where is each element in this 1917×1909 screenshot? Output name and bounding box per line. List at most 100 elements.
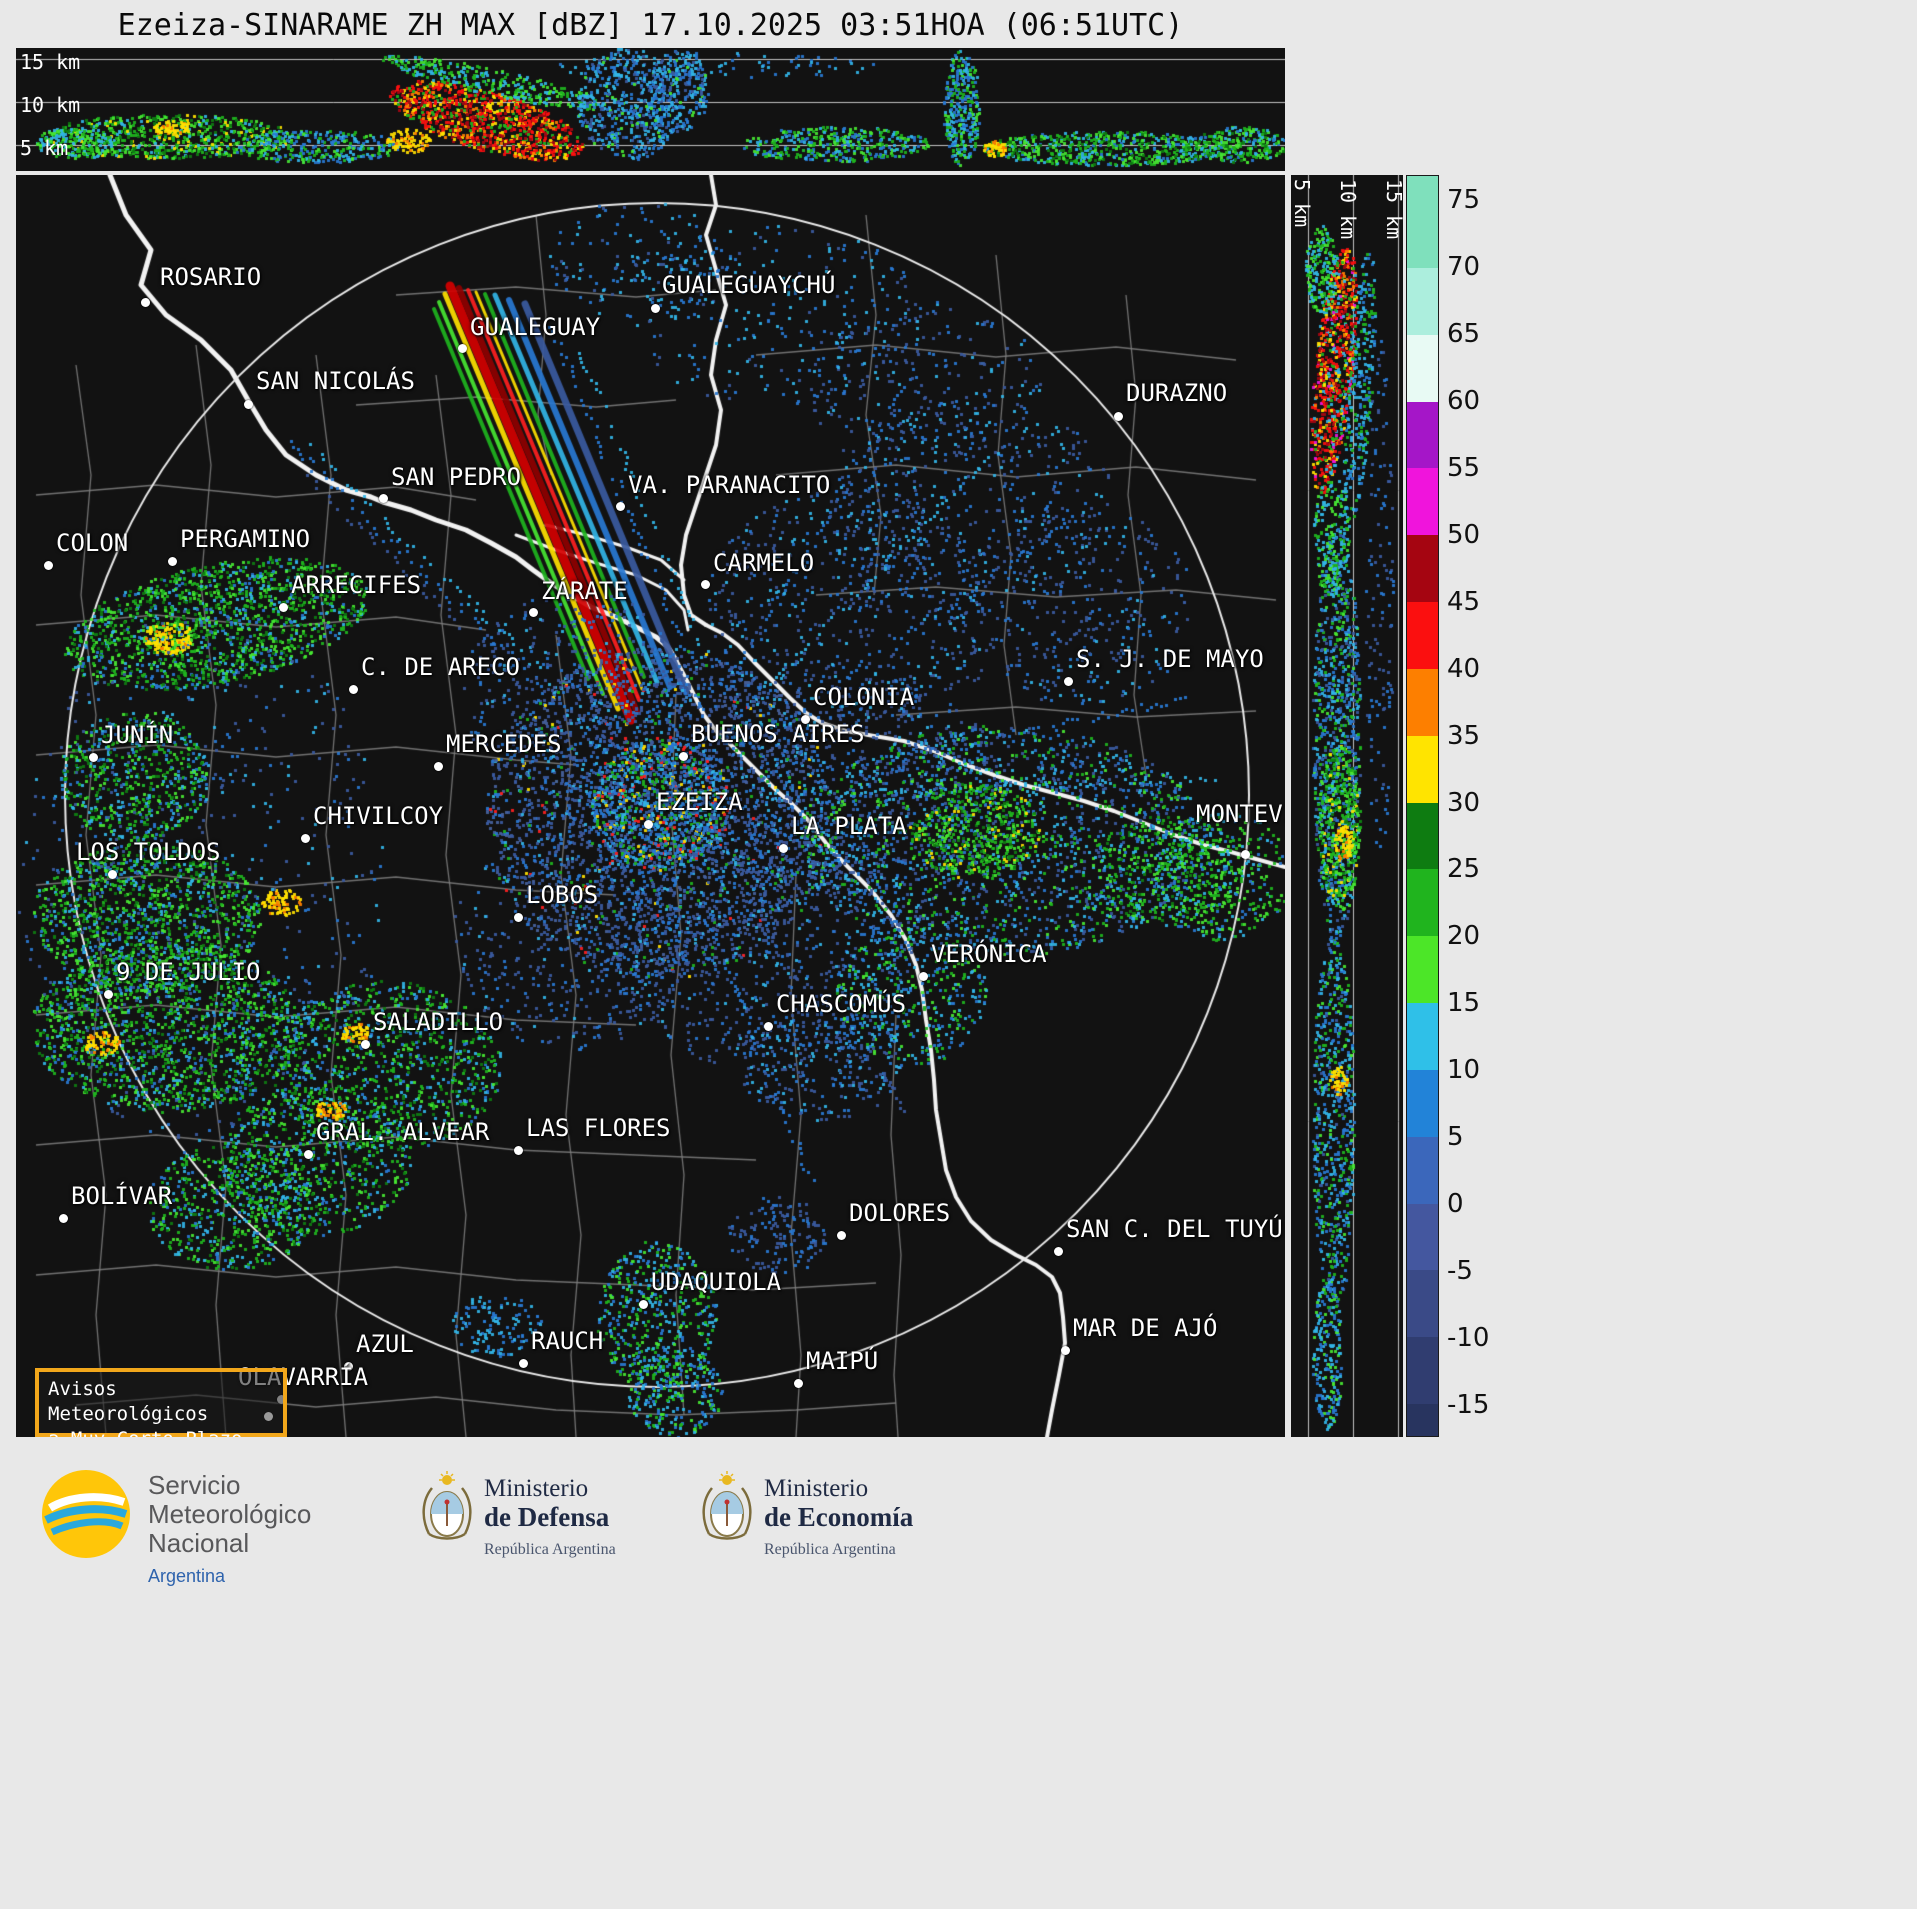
city-marker-dot <box>279 603 288 612</box>
city-marker-dot <box>379 494 388 503</box>
avisos-dot <box>264 1412 273 1421</box>
altitude-label-15km: 15 km <box>20 50 81 74</box>
city-marker-dot <box>44 561 53 570</box>
city-label: ROSARIO <box>160 263 262 291</box>
city-marker-dot <box>1054 1247 1063 1256</box>
smn-logo-icon <box>42 1470 130 1558</box>
colorbar-tick-label: 65 <box>1447 318 1481 349</box>
colorbar-tick-label: 70 <box>1447 251 1481 282</box>
city-marker-dot <box>168 557 177 566</box>
city-marker-dot <box>764 1022 773 1031</box>
city-label: CARMELO <box>713 549 815 577</box>
colorbar-tick-label: 30 <box>1447 787 1481 818</box>
city-label: GUALEGUAYCHÚ <box>662 271 836 299</box>
economia-line1: Ministerio <box>764 1475 869 1502</box>
colorbar-segment <box>1407 535 1438 603</box>
city-marker-dot <box>1064 677 1073 686</box>
colorbar-segment <box>1407 1003 1438 1070</box>
colorbar-segment <box>1407 1069 1438 1137</box>
city-label: COLONIA <box>813 683 915 711</box>
city-label: LOBOS <box>526 881 599 909</box>
altitude-label-15km-vertical: 15 km <box>1382 179 1403 240</box>
radar-map-canvas <box>16 175 1285 1437</box>
colorbar-segment <box>1407 1203 1438 1271</box>
top-cross-section-canvas <box>16 48 1285 171</box>
city-marker-dot <box>701 580 710 589</box>
city-marker-dot <box>361 1040 370 1049</box>
defensa-line2: de Defensa <box>484 1502 610 1532</box>
colorbar-segment <box>1407 1270 1438 1338</box>
city-marker-dot <box>779 844 788 853</box>
city-marker-dot <box>919 972 928 981</box>
city-label: VA. PARANACITO <box>628 471 831 499</box>
colorbar-segment <box>1407 468 1438 536</box>
city-marker-dot <box>514 1146 523 1155</box>
city-marker-dot <box>651 304 660 313</box>
city-label: ZÁRATE <box>541 577 628 605</box>
colorbar-segment <box>1407 668 1438 736</box>
altitude-label-10km-vertical: 10 km <box>1336 179 1360 240</box>
colorbar-tick-label: 10 <box>1447 1055 1481 1086</box>
city-label: C. DE ARECO <box>361 653 520 681</box>
city-marker-dot <box>304 1150 313 1159</box>
city-marker-dot <box>529 608 538 617</box>
city-label: CHASCOMÚS <box>776 990 907 1018</box>
avisos-line1: Avisos Meteorológicos <box>48 1378 209 1425</box>
city-label: UDAQUIOLA <box>651 1268 782 1296</box>
colorbar-tick-label: 55 <box>1447 452 1481 483</box>
city-marker-dot <box>519 1359 528 1368</box>
economia-line3: República Argentina <box>764 1541 896 1558</box>
city-marker-dot <box>108 870 117 879</box>
defensa-line1: Ministerio <box>484 1475 589 1502</box>
city-marker-dot <box>141 298 150 307</box>
city-label: SAN C. DEL TUYÚ <box>1066 1215 1283 1243</box>
avisos-badge[interactable]: Avisos Meteorológicos a Muy Corto Plazo <box>35 1368 287 1437</box>
city-marker-dot <box>244 400 253 409</box>
colorbar-segment <box>1407 1337 1438 1405</box>
city-label: JUNÍN <box>101 721 174 749</box>
ministerio-defensa-wordmark: Ministerio de Defensa República Argentin… <box>484 1475 616 1564</box>
city-label: SALADILLO <box>373 1008 504 1036</box>
city-label: DURAZNO <box>1126 379 1228 407</box>
colorbar-tick-label: 5 <box>1447 1122 1464 1153</box>
city-marker-dot <box>458 344 467 353</box>
economia-line2: de Economía <box>764 1502 914 1532</box>
right-cross-section-canvas <box>1291 175 1403 1437</box>
top-cross-section-panel: 15 km 10 km 5 km <box>16 48 1285 171</box>
smn-line2: Meteorológico <box>148 1499 312 1529</box>
colorbar-segment <box>1407 735 1438 803</box>
colorbar <box>1406 175 1439 1437</box>
city-marker-dot <box>1061 1346 1070 1355</box>
colorbar-segment <box>1407 602 1438 669</box>
colorbar-tick-label: 50 <box>1447 519 1481 550</box>
city-marker-dot <box>794 1379 803 1388</box>
city-label: MAR DE AJÓ <box>1073 1314 1218 1342</box>
city-label: S. J. DE MAYO <box>1076 645 1264 673</box>
city-marker-dot <box>616 502 625 511</box>
city-label: DOLORES <box>849 1199 951 1227</box>
city-marker-dot <box>104 990 113 999</box>
colorbar-segment <box>1407 176 1438 201</box>
city-marker-dot <box>89 753 98 762</box>
colorbar-tick-label: 25 <box>1447 854 1481 885</box>
city-marker-dot <box>1241 850 1250 859</box>
city-label: AZUL <box>356 1330 414 1358</box>
avisos-line2: a Muy Corto Plazo <box>48 1427 274 1437</box>
colorbar-tick-label: 20 <box>1447 921 1481 952</box>
city-marker-dot <box>349 685 358 694</box>
smn-country: Argentina <box>148 1566 226 1586</box>
smn-line1: Servicio <box>148 1470 241 1500</box>
city-marker-dot <box>514 913 523 922</box>
altitude-label-5km-vertical: 5 km <box>1291 179 1314 228</box>
colorbar-tick-label: 45 <box>1447 586 1481 617</box>
city-label: PERGAMINO <box>180 525 311 553</box>
city-marker-dot <box>301 834 310 843</box>
city-label: LAS FLORES <box>526 1114 671 1142</box>
city-marker-dot <box>639 1300 648 1309</box>
page-title: Ezeiza-SINARAME ZH MAX [dBZ] 17.10.2025 … <box>117 8 1184 43</box>
city-label: 9 DE JULIO <box>116 958 261 986</box>
colorbar-segment <box>1407 267 1438 335</box>
city-marker-dot <box>1114 412 1123 421</box>
city-marker-dot <box>434 762 443 771</box>
smn-line3: Nacional <box>148 1528 250 1558</box>
